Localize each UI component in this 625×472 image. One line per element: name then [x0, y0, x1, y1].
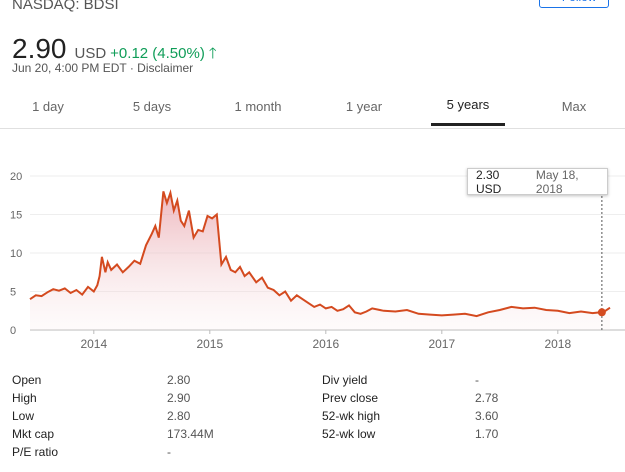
stat-label: Open [12, 373, 42, 387]
tab-label: Max [561, 99, 587, 114]
tab-max[interactable]: Max [526, 86, 622, 127]
tab-5-days[interactable]: 5 days [104, 86, 200, 127]
stat-mkt-cap: Mkt cap 173.44M [12, 427, 312, 445]
stat-value: 1.70 [475, 427, 499, 441]
arrow-up-icon: 🡑 [208, 45, 217, 62]
stat-label: 52-wk low [322, 427, 376, 441]
x-axis-ticks: 2014 2015 2016 2017 2018 [80, 330, 571, 351]
x-tick-label: 2016 [312, 337, 339, 351]
stat-label: High [12, 391, 37, 405]
tab-1-day[interactable]: 1 day [0, 86, 96, 127]
tooltip-price: 2.30 USD [476, 167, 502, 196]
x-tick-label: 2017 [428, 337, 455, 351]
stat-value: 2.90 [167, 391, 191, 405]
tab-1-month[interactable]: 1 month [210, 86, 306, 127]
tab-5-years[interactable]: 5 years [431, 86, 505, 126]
stat-52wk-high: 52-wk high 3.60 [322, 409, 622, 427]
stat-value: 173.44M [167, 427, 214, 441]
y-axis-ticks: 20 15 10 5 0 [10, 171, 22, 337]
stat-value: 2.80 [167, 409, 191, 423]
stat-label: Low [12, 409, 35, 423]
stat-label: Div yield [322, 373, 368, 387]
stat-value: - [475, 373, 479, 387]
stat-value: 2.80 [167, 373, 191, 387]
timestamp-disclaimer: Jun 20, 4:00 PM EDT · Disclaimer [12, 61, 194, 75]
stat-high: High 2.90 [12, 391, 312, 409]
stat-open: Open 2.80 [12, 373, 312, 391]
hover-tooltip: 2.30 USD May 18, 2018 [467, 167, 608, 196]
stat-value: - [167, 445, 171, 459]
currency: USD [74, 45, 107, 62]
stat-low: Low 2.80 [12, 409, 312, 427]
stat-prev-close: Prev close 2.78 [322, 391, 622, 409]
tab-label: 5 days [132, 99, 172, 114]
price-area [30, 191, 610, 330]
y-tick-label: 0 [10, 325, 16, 337]
stat-label: 52-wk high [322, 409, 381, 423]
tab-label: 1 month [234, 99, 282, 114]
stat-value: 3.60 [475, 409, 499, 423]
time-range-tabs: 1 day 5 days 1 month 1 year 5 years Max [0, 86, 625, 129]
x-tick-label: 2014 [80, 337, 107, 351]
stat-label: Prev close [322, 391, 379, 405]
hover-marker [597, 308, 606, 317]
stat-label: Mkt cap [12, 427, 55, 441]
x-tick-label: 2015 [196, 337, 223, 351]
stat-div-yield: Div yield - [322, 373, 622, 391]
ticker-symbol: NASDAQ: BDSI [12, 0, 119, 13]
tooltip-date: May 18, 2018 [535, 167, 579, 196]
stat-label: P/E ratio [12, 445, 59, 459]
price-change: +0.12 (4.50%) [110, 45, 205, 62]
y-tick-label: 10 [10, 248, 22, 260]
price-row: 2.90 USD +0.12 (4.50%) 🡑 [12, 33, 217, 68]
follow-button[interactable]: + Follow [539, 0, 609, 8]
tab-label: 1 day [32, 99, 64, 114]
stat-pe-ratio: P/E ratio - [12, 445, 312, 463]
tab-1-year[interactable]: 1 year [316, 86, 412, 127]
price-line [29, 189, 611, 318]
stat-value: 2.78 [475, 391, 499, 405]
y-tick-label: 5 [10, 287, 16, 299]
y-tick-label: 15 [10, 210, 22, 222]
stat-52wk-low: 52-wk low 1.70 [322, 427, 622, 445]
x-tick-label: 2018 [544, 337, 571, 351]
y-tick-label: 20 [10, 171, 22, 183]
tab-label: 5 years [446, 97, 490, 112]
current-price: 2.90 [12, 33, 67, 64]
tab-label: 1 year [345, 99, 383, 114]
